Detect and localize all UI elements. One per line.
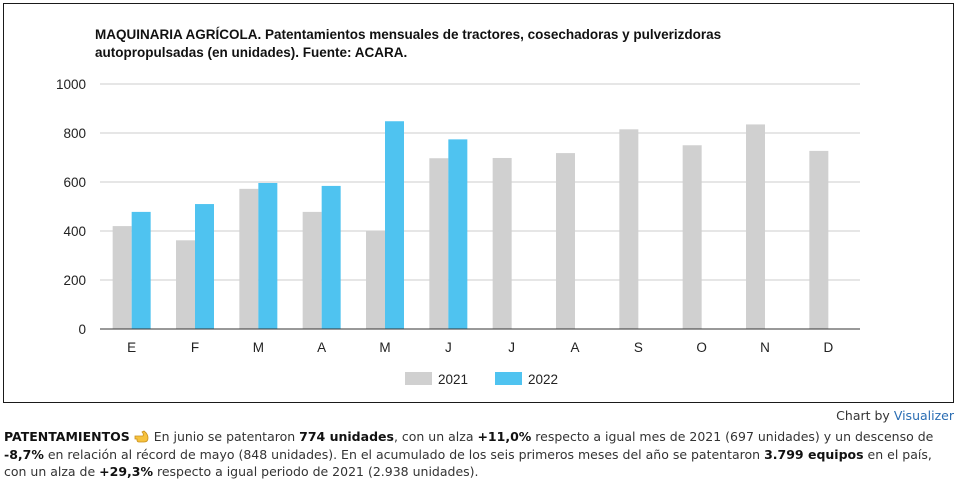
bar-2021-5 xyxy=(429,158,449,329)
x-tick-label: O xyxy=(696,340,707,355)
pointing-hand-icon xyxy=(134,430,149,443)
legend-swatch-2022 xyxy=(495,372,522,385)
x-tick-label: F xyxy=(191,340,199,355)
bar-2022-4 xyxy=(385,121,404,330)
visualizer-link[interactable]: Visualizer xyxy=(893,408,954,423)
legend-label-2021: 2021 xyxy=(438,372,468,387)
x-tick-label: J xyxy=(508,340,515,355)
chart-frame xyxy=(3,3,954,403)
y-tick-label: 600 xyxy=(63,175,86,190)
bar-2022-0 xyxy=(131,211,151,329)
bar-2021-9 xyxy=(682,145,702,329)
bar-2022-1 xyxy=(195,204,214,329)
chart-credit: Chart by Visualizer xyxy=(836,408,954,423)
chart-title: MAQUINARIA AGRÍCOLA. Patentamientos mens… xyxy=(95,27,722,60)
bar-2021-3 xyxy=(302,211,322,329)
bar-2021-4 xyxy=(366,231,385,329)
bar-2021-11 xyxy=(809,150,829,329)
bar-2022-2 xyxy=(258,182,278,329)
x-tick-label: M xyxy=(379,340,390,355)
bar-2021-8 xyxy=(619,129,639,329)
bar-2021-10 xyxy=(746,124,765,329)
bar-chart: 0 200 400 600 800 1000 E F M A M J J A S O N D 2021 2022 xyxy=(56,77,860,387)
x-tick-label: M xyxy=(253,340,264,355)
x-tick-label: S xyxy=(634,340,643,355)
y-tick-label: 400 xyxy=(63,224,86,239)
bar-2021-1 xyxy=(176,240,195,329)
x-tick-label: A xyxy=(317,340,326,355)
bar-2021-6 xyxy=(492,157,512,329)
legend-swatch-2021 xyxy=(405,372,432,385)
y-axis-ticks: 0 200 400 600 800 1000 xyxy=(56,77,86,337)
x-tick-label: D xyxy=(823,340,833,355)
bar-2022-3 xyxy=(321,185,341,329)
x-tick-label: A xyxy=(570,340,579,355)
bar-2021-2 xyxy=(239,188,259,329)
x-tick-label: J xyxy=(445,340,452,355)
y-tick-label: 800 xyxy=(63,126,86,141)
y-tick-label: 0 xyxy=(78,322,86,337)
bar-2021-0 xyxy=(112,226,132,329)
y-tick-label: 1000 xyxy=(56,77,86,92)
x-tick-label: E xyxy=(127,340,136,355)
legend: 2021 2022 xyxy=(405,372,558,387)
bar-2022-5 xyxy=(448,139,468,329)
bar-2021-7 xyxy=(556,153,575,329)
bars xyxy=(100,121,860,330)
legend-label-2022: 2022 xyxy=(528,372,558,387)
y-tick-label: 200 xyxy=(63,273,86,288)
summary-note: PATENTAMIENTOS En junio se patentaron 77… xyxy=(4,429,934,479)
x-tick-label: N xyxy=(760,340,770,355)
